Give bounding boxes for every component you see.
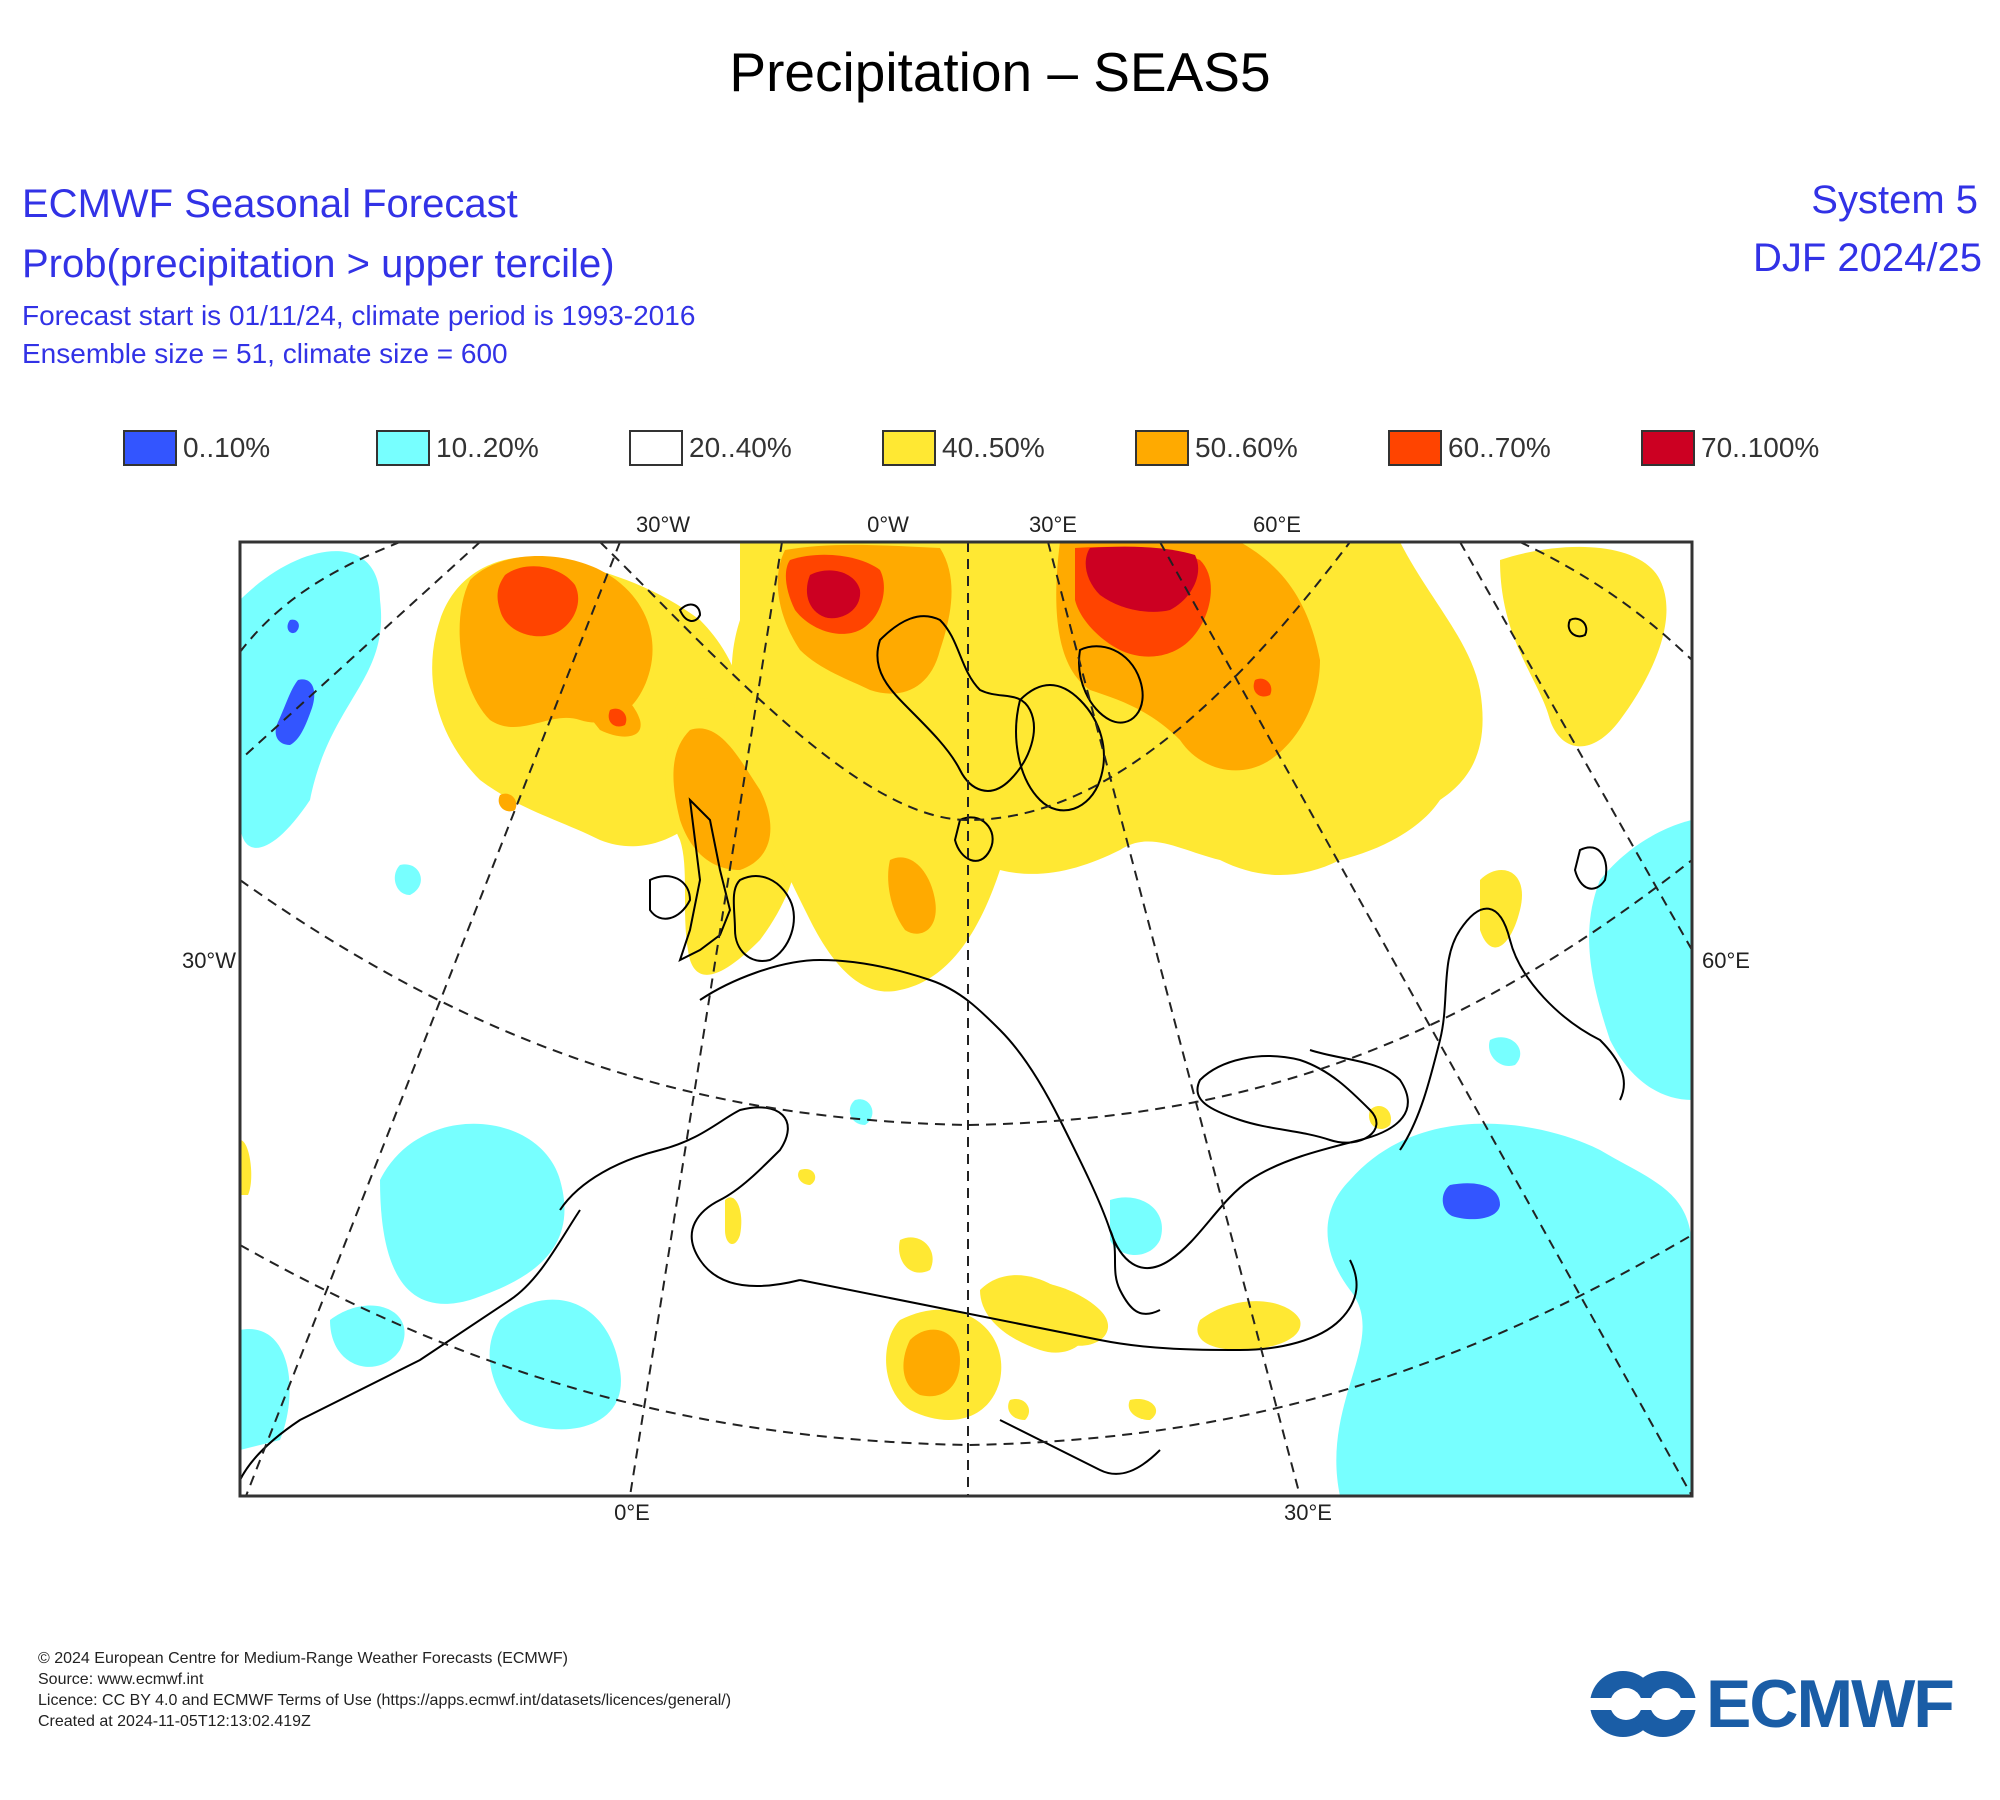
legend-item: 0..10% [123, 430, 270, 466]
top-tick-label: 30°E [1029, 512, 1077, 537]
legend-swatch [376, 430, 430, 466]
legend-label: 60..70% [1448, 432, 1551, 463]
legend-swatch [123, 430, 177, 466]
created-text: Created at 2024-11-05T12:13:02.419Z [38, 1713, 311, 1730]
legend-swatch [1388, 430, 1442, 466]
top-tick-label: 60°E [1253, 512, 1301, 537]
top-tick-label: 30°W [636, 512, 690, 537]
legend: 0..10% 10..20% 20..40% 40..50% 50..60% 6… [0, 430, 2000, 480]
page-title: Precipitation – SEAS5 [729, 41, 1271, 103]
copyright-text: © 2024 European Centre for Medium-Range … [38, 1650, 568, 1667]
right-tick-label: 60°E [1702, 948, 1750, 973]
legend-label: 0..10% [183, 432, 271, 463]
graticule [240, 542, 1692, 1496]
ensemble-info: Ensemble size = 51, climate size = 600 [22, 338, 508, 369]
legend-item: 50..60% [1135, 430, 1298, 466]
footer: © 2024 European Centre for Medium-Range … [38, 1648, 731, 1732]
legend-swatch [882, 430, 936, 466]
ecmwf-logo-icon [1588, 1671, 1698, 1737]
legend-label: 40..50% [942, 432, 1045, 463]
ecmwf-logo: ECMWF [1588, 1665, 1955, 1743]
system-label: System 5 [1811, 178, 1978, 222]
bottom-tick-label: 0°E [614, 1500, 650, 1525]
blue-regions [275, 619, 1500, 1220]
legend-label: 70..100% [1701, 432, 1820, 463]
map-frame [238, 540, 1694, 1498]
source-text: Source: www.ecmwf.int [38, 1671, 204, 1688]
legend-swatch [1135, 430, 1189, 466]
legend-swatch [629, 430, 683, 466]
legend-swatch [1641, 430, 1695, 466]
dark-red-regions [806, 546, 1199, 619]
ecmwf-logo-text: ECMWF [1706, 1666, 1955, 1742]
licence-text: Licence: CC BY 4.0 and ECMWF Terms of Us… [38, 1692, 732, 1709]
season-label: DJF 2024/25 [1752, 236, 1982, 280]
legend-label: 10..20% [436, 432, 539, 463]
coastlines [240, 603, 1625, 1481]
forecast-map: 30°W 0°W 30°E 60°E 0°E 30°E 30°W 60°E [182, 512, 1750, 1525]
bottom-tick-label: 30°E [1284, 1500, 1332, 1525]
legend-item: 10..20% [376, 430, 539, 466]
left-tick-label: 30°W [182, 948, 236, 973]
top-tick-label: 0°W [867, 512, 909, 537]
forecast-start-info: Forecast start is 01/11/24, climate peri… [22, 300, 696, 331]
org-title: ECMWF Seasonal Forecast [22, 182, 518, 226]
legend-label: 20..40% [689, 432, 792, 463]
legend-item: 70..100% [1641, 430, 1819, 466]
legend-item: 60..70% [1388, 430, 1551, 466]
legend-item: 40..50% [882, 430, 1045, 466]
legend-item: 20..40% [629, 430, 792, 466]
legend-label: 50..60% [1195, 432, 1298, 463]
probability-title: Prob(precipitation > upper tercile) [22, 242, 615, 286]
